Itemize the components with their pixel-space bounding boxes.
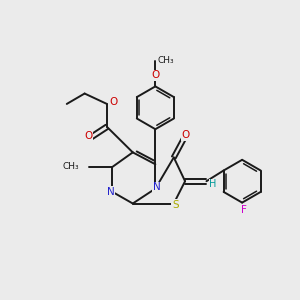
Text: F: F xyxy=(241,205,247,215)
Text: CH₃: CH₃ xyxy=(158,56,174,65)
Text: CH₃: CH₃ xyxy=(63,162,80,171)
Text: H: H xyxy=(209,179,217,189)
Text: O: O xyxy=(109,98,118,107)
Text: N: N xyxy=(153,182,161,192)
Text: O: O xyxy=(151,70,160,80)
Text: N: N xyxy=(106,187,114,196)
Text: O: O xyxy=(182,130,190,140)
Text: S: S xyxy=(172,200,178,210)
Text: O: O xyxy=(84,131,92,141)
